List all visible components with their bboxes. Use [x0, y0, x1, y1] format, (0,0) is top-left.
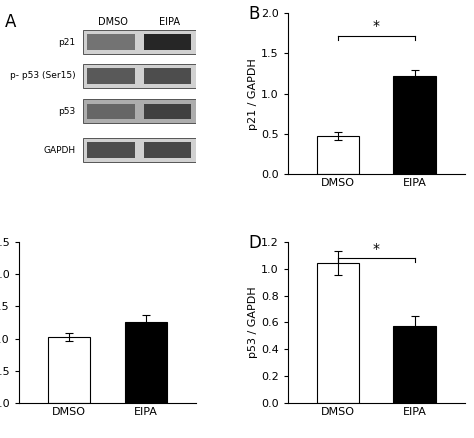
- Bar: [144, 34, 191, 50]
- Bar: [87, 34, 135, 50]
- Bar: [317, 263, 359, 403]
- Bar: [393, 76, 436, 174]
- Bar: [82, 99, 196, 124]
- Y-axis label: p53 / GAPDH: p53 / GAPDH: [248, 286, 258, 358]
- Bar: [82, 64, 196, 88]
- Text: B: B: [249, 5, 260, 23]
- Bar: [317, 136, 359, 174]
- Bar: [82, 138, 196, 162]
- Bar: [144, 103, 191, 119]
- Y-axis label: p21 / GAPDH: p21 / GAPDH: [248, 58, 258, 130]
- Text: *: *: [373, 242, 380, 255]
- Bar: [87, 103, 135, 119]
- Text: p21: p21: [58, 38, 75, 46]
- Text: p53: p53: [58, 107, 75, 116]
- Text: *: *: [373, 19, 380, 33]
- Bar: [87, 68, 135, 84]
- Text: GAPDH: GAPDH: [44, 145, 75, 155]
- Bar: [144, 142, 191, 158]
- Text: EIPA: EIPA: [159, 17, 180, 27]
- Bar: [82, 30, 196, 54]
- Bar: [144, 68, 191, 84]
- Bar: [87, 142, 135, 158]
- Text: D: D: [249, 234, 262, 252]
- Text: DMSO: DMSO: [98, 17, 128, 27]
- Bar: [48, 337, 90, 403]
- Bar: [125, 322, 167, 403]
- Bar: [393, 326, 436, 403]
- Text: A: A: [5, 13, 16, 31]
- Text: p- p53 (Ser15): p- p53 (Ser15): [10, 71, 75, 81]
